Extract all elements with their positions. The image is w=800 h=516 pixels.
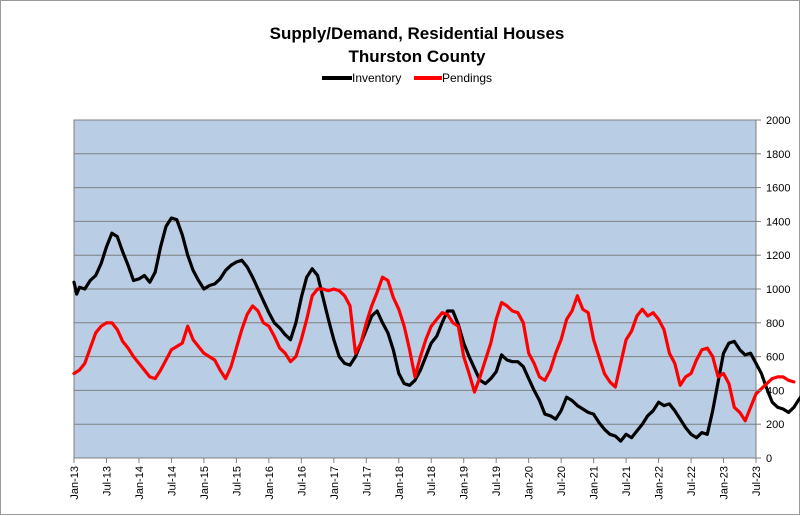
y-tick-label: 1600 xyxy=(766,183,790,195)
x-tick-label: Jul-18 xyxy=(426,466,438,496)
x-tick-label: Jan-17 xyxy=(329,466,341,500)
x-tick-label: Jul-20 xyxy=(556,466,568,496)
x-tick-label: Jul-17 xyxy=(361,466,373,496)
x-tick-label: Jan-15 xyxy=(199,466,211,500)
x-tick-label: Jan-18 xyxy=(394,466,406,500)
x-tick-label: Jan-20 xyxy=(524,466,536,500)
x-tick-label: Jul-15 xyxy=(231,466,243,496)
x-axis-ticks: Jan-13 Jul-13 Jan-14 Jul-14 Jan-15 Jul-15 Jan-… xyxy=(69,458,763,500)
y-tick-label: 1000 xyxy=(766,284,790,296)
x-tick-label: Jul-13 xyxy=(101,466,113,496)
y-tick-label: 2000 xyxy=(766,115,790,127)
series-line-inventory xyxy=(72,216,800,443)
x-tick-label: Jan-13 xyxy=(69,466,81,500)
x-tick-label: Jul-14 xyxy=(166,466,178,496)
series-line-pendings xyxy=(72,275,796,423)
y-tick-label: 1200 xyxy=(766,250,790,262)
x-tick-label: Jul-21 xyxy=(621,466,633,496)
x-tick-label: Jul-22 xyxy=(686,466,698,496)
legend-label-inventory: Inventory xyxy=(352,71,401,85)
x-tick-label: Jul-16 xyxy=(296,466,308,496)
y-tick-label: 200 xyxy=(766,419,784,431)
chart-title: Supply/Demand, Residential Houses xyxy=(270,24,565,43)
x-tick-label: Jul-23 xyxy=(751,466,763,496)
chart-subtitle: Thurston County xyxy=(349,47,486,66)
y-tick-label: 400 xyxy=(766,385,784,397)
x-tick-label: Jan-19 xyxy=(459,466,471,500)
y-axis-ticks: 0 200 400 600 800 1000 1200 1400 1600 1800 2000 xyxy=(756,115,790,465)
y-tick-label: 600 xyxy=(766,352,784,364)
x-tick-label: Jan-21 xyxy=(589,466,601,500)
y-tick-label: 0 xyxy=(766,453,772,465)
y-tick-label: 1800 xyxy=(766,149,790,161)
legend: Inventory Pendings xyxy=(322,71,492,85)
y-tick-label: 800 xyxy=(766,318,784,330)
x-tick-label: Jul-19 xyxy=(491,466,503,496)
x-tick-label: Jan-14 xyxy=(134,466,146,500)
x-tick-label: Jan-22 xyxy=(654,466,666,500)
series-lines xyxy=(72,216,800,443)
x-tick-label: Jan-16 xyxy=(264,466,276,500)
x-tick-label: Jan-23 xyxy=(719,466,731,500)
legend-label-pendings: Pendings xyxy=(442,71,492,85)
y-tick-label: 1400 xyxy=(766,216,790,228)
